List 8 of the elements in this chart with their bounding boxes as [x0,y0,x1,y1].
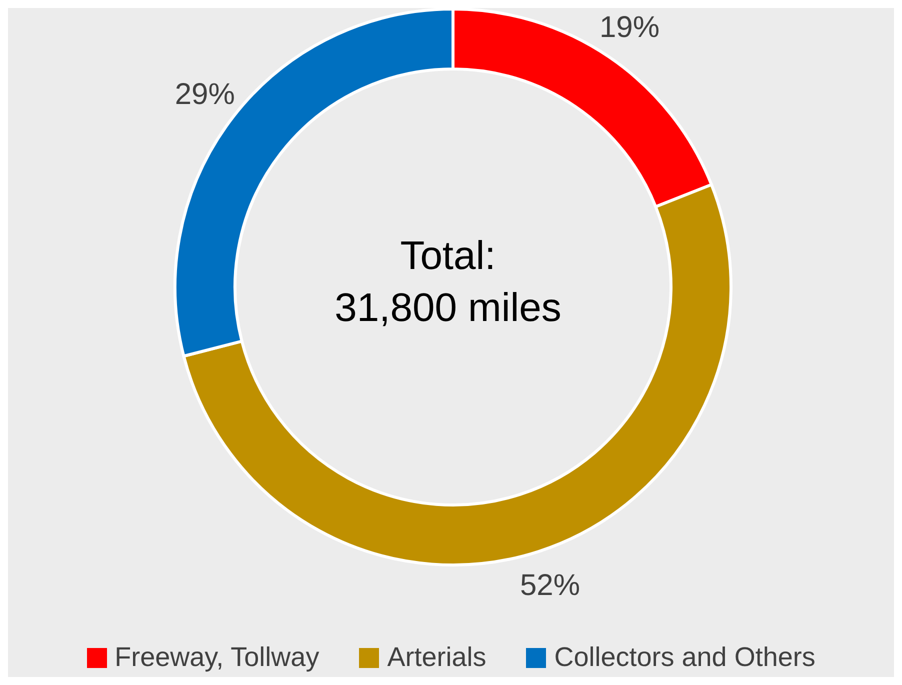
text: Total: [400,234,496,278]
legend-label: Arterials [387,642,486,673]
legend-label: Freeway, Tollway [114,642,320,673]
data-label: 52% [520,569,580,602]
text: 31,800 miles [334,286,562,330]
data-label: 19% [599,10,660,44]
data-label: 29% [174,78,235,112]
legend-label: Collectors and Others [554,642,816,673]
